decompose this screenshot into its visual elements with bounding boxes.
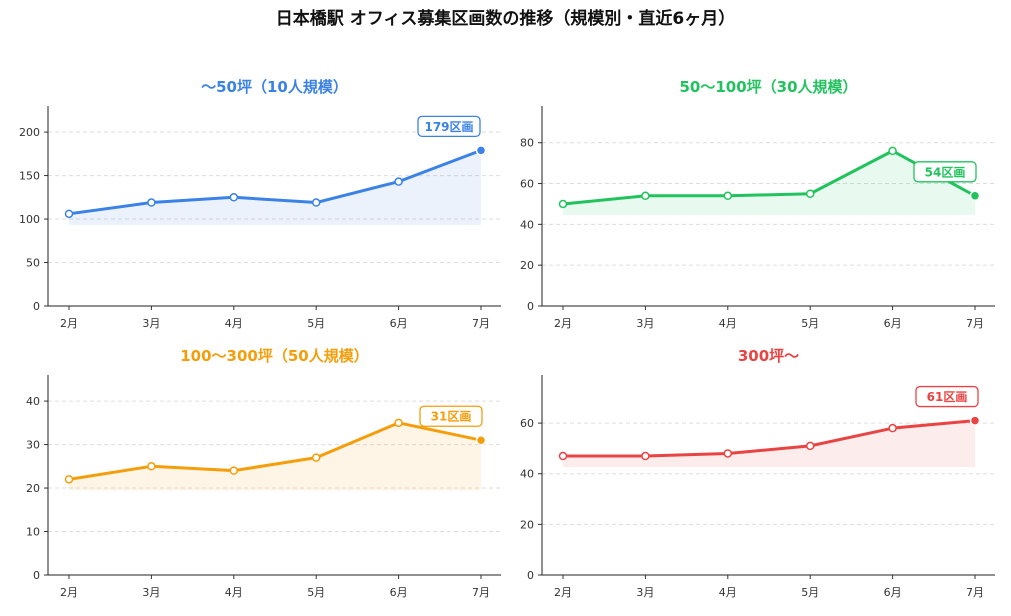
panel-title-3: 100〜300坪（50人規模）	[180, 347, 369, 365]
x-tick-label: 4月	[719, 317, 737, 330]
x-tick-label: 3月	[142, 586, 160, 599]
data-point	[64, 209, 74, 219]
series-area	[69, 150, 481, 225]
data-point	[311, 198, 321, 207]
data-point	[805, 441, 815, 451]
data-point	[64, 475, 74, 484]
y-tick-label: 100	[19, 213, 40, 226]
callout-label: 31区画	[431, 410, 472, 424]
data-point	[888, 146, 897, 156]
x-tick-label: 5月	[801, 317, 819, 330]
series-line	[561, 149, 977, 206]
y-tick-label: 0	[527, 300, 534, 313]
data-point	[641, 451, 650, 461]
data-point	[969, 190, 981, 202]
y-tick-label: 0	[33, 300, 40, 313]
data-point	[147, 198, 156, 207]
x-tick-label: 4月	[225, 586, 243, 599]
x-tick-label: 7月	[472, 586, 490, 599]
x-tick-label: 3月	[636, 586, 654, 599]
y-tick-label: 40	[520, 468, 534, 481]
data-point	[475, 434, 487, 446]
callout-label: 61区画	[927, 390, 968, 404]
y-tick-label: 80	[520, 137, 534, 150]
data-point	[394, 418, 403, 428]
callout-label: 179区画	[424, 120, 473, 134]
callout-label: 54区画	[925, 165, 966, 179]
callout-box	[913, 161, 977, 183]
x-tick-label: 6月	[390, 317, 408, 330]
y-tick-label: 150	[19, 170, 40, 183]
y-tick-label: 10	[26, 526, 40, 539]
y-tick-label: 0	[33, 569, 40, 582]
x-tick-label: 2月	[554, 586, 572, 599]
x-tick-label: 5月	[307, 317, 325, 330]
data-point	[394, 177, 403, 186]
y-tick-label: 60	[520, 417, 534, 430]
series-area	[69, 422, 481, 491]
data-point	[558, 199, 568, 209]
data-point	[147, 462, 156, 471]
y-tick-label: 30	[26, 439, 40, 452]
y-tick-label: 40	[520, 218, 534, 231]
callout-box	[417, 115, 481, 137]
series-line	[67, 148, 483, 216]
x-tick-label: 5月	[307, 586, 325, 599]
y-tick-label: 20	[520, 259, 534, 272]
panel-title-1: 〜50坪（10人規模）	[201, 78, 348, 96]
x-tick-label: 7月	[966, 586, 984, 599]
series-line	[67, 421, 483, 481]
data-point	[229, 466, 239, 475]
data-point	[229, 193, 239, 202]
x-tick-label: 7月	[472, 317, 490, 330]
y-tick-label: 50	[26, 257, 40, 270]
x-tick-label: 2月	[60, 317, 78, 330]
x-tick-label: 4月	[719, 586, 737, 599]
x-tick-label: 6月	[390, 586, 408, 599]
y-tick-label: 0	[527, 569, 534, 582]
callout-box	[915, 385, 979, 408]
data-point	[888, 423, 897, 433]
data-point	[641, 191, 650, 201]
callout-box	[419, 405, 483, 427]
data-point	[723, 449, 733, 458]
series-area	[563, 150, 975, 215]
x-tick-label: 3月	[636, 317, 654, 330]
y-tick-label: 20	[520, 518, 534, 531]
x-tick-label: 2月	[60, 586, 78, 599]
x-tick-label: 4月	[225, 317, 243, 330]
y-tick-label: 20	[26, 482, 40, 495]
x-tick-label: 5月	[801, 586, 819, 599]
data-point	[723, 191, 733, 201]
panel-title-2: 50〜100坪（30人規模）	[679, 78, 858, 96]
x-tick-label: 6月	[884, 586, 902, 599]
data-point	[311, 453, 321, 462]
y-tick-label: 40	[26, 395, 40, 408]
data-point	[805, 189, 815, 199]
x-tick-label: 6月	[884, 317, 902, 330]
data-point	[558, 451, 568, 461]
data-point	[475, 145, 487, 156]
chart-title: 日本橋駅 オフィス募集区画数の推移（規模別・直近6ヶ月）	[275, 9, 736, 29]
x-tick-label: 3月	[142, 317, 160, 330]
x-tick-label: 2月	[554, 317, 572, 330]
data-point	[969, 415, 981, 426]
x-tick-label: 7月	[966, 317, 984, 330]
y-tick-label: 200	[19, 126, 40, 139]
y-tick-label: 60	[520, 178, 534, 191]
series-line	[561, 419, 977, 458]
panel-title-4: 300坪〜	[737, 347, 800, 365]
